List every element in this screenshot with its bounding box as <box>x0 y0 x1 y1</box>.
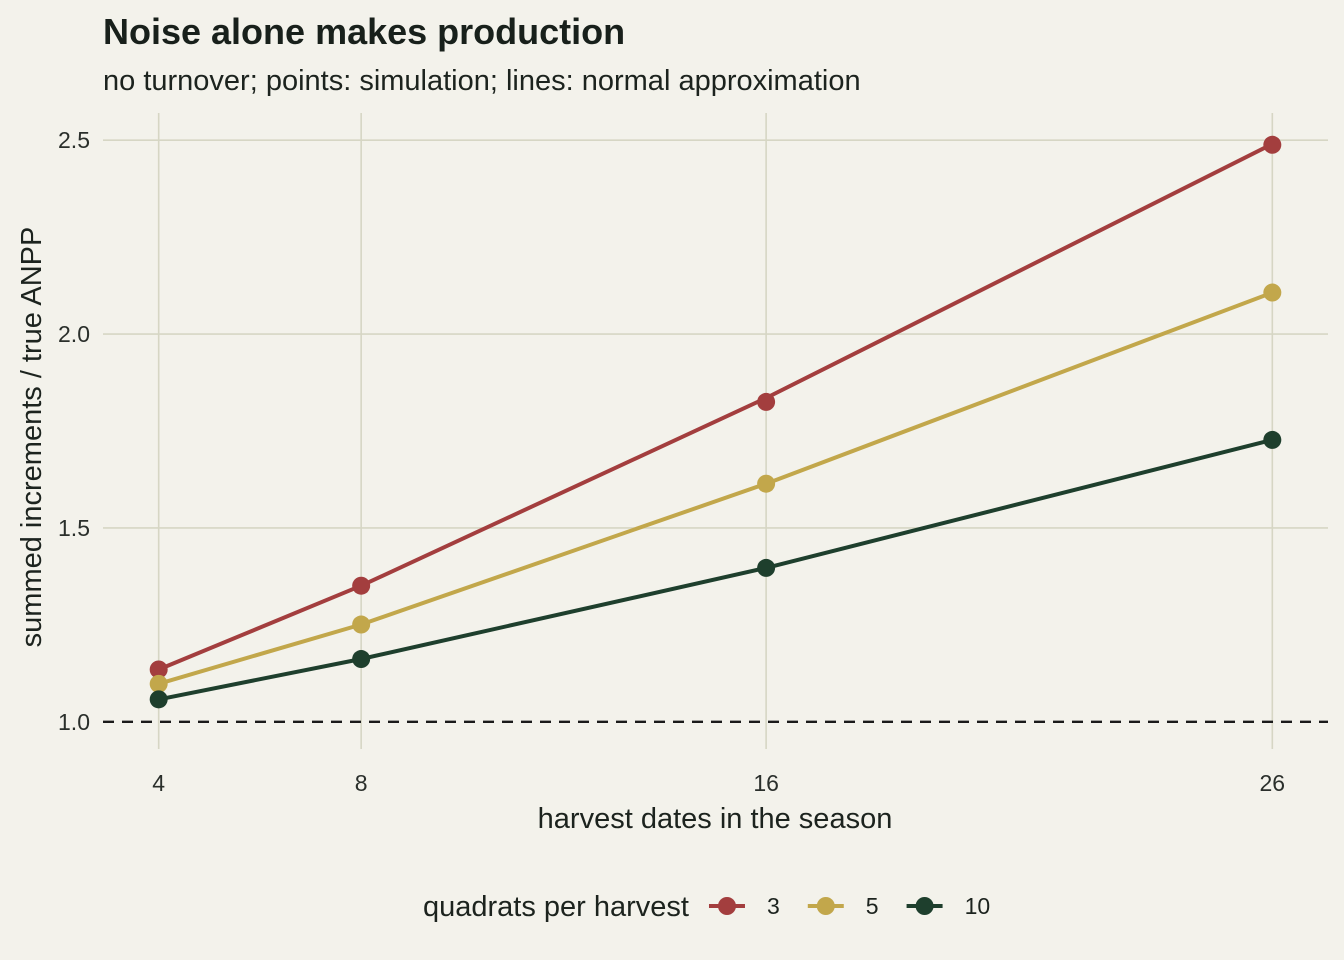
plot-grid <box>103 113 1328 749</box>
legend-label: 3 <box>767 893 780 919</box>
legend-title: quadrats per harvest <box>423 891 689 923</box>
x-tick-label: 26 <box>1260 770 1286 796</box>
legend-items: 3 5 10 <box>708 893 991 919</box>
legend-swatch-point <box>717 897 736 915</box>
legend-label: 10 <box>965 893 991 919</box>
legend-swatch-point <box>816 897 835 915</box>
legend-item-3: 3 <box>708 893 780 919</box>
data-point-10 <box>757 558 776 577</box>
legend-item-5: 5 <box>807 893 879 919</box>
data-point-10 <box>352 650 371 669</box>
series-line-3 <box>156 142 1275 672</box>
data-point-5 <box>352 615 371 634</box>
y-axis-title: summed increments / true ANPP <box>16 227 48 648</box>
series-points <box>149 135 1282 709</box>
series-line-5 <box>156 290 1275 686</box>
x-tick-labels: 4 8 16 26 <box>152 770 1285 796</box>
data-point-3 <box>149 660 168 679</box>
data-point-10 <box>149 690 168 709</box>
y-tick-label: 2.0 <box>58 321 90 347</box>
legend-label: 5 <box>866 893 879 919</box>
data-point-10 <box>1263 430 1282 449</box>
data-point-5 <box>757 474 776 493</box>
x-tick-label: 16 <box>753 770 779 796</box>
series-line-10 <box>156 437 1275 702</box>
y-tick-labels: 1.0 2.0 1.5 2.5 <box>58 127 90 735</box>
legend-item-10: 10 <box>906 893 991 919</box>
series-lines <box>156 142 1275 702</box>
x-tick-label: 4 <box>152 770 165 796</box>
legend-swatch-point <box>915 897 934 915</box>
chart-subtitle: no turnover; points: simulation; lines: … <box>103 65 861 97</box>
legend: quadrats per harvest 3 5 10 <box>423 891 990 923</box>
chart-title: Noise alone makes production <box>103 11 625 52</box>
x-tick-label: 8 <box>355 770 368 796</box>
x-axis-title: harvest dates in the season <box>538 803 893 835</box>
data-point-3 <box>352 576 371 595</box>
data-point-5 <box>1263 283 1282 302</box>
y-tick-label: 2.5 <box>58 127 90 153</box>
y-tick-label: 1.0 <box>58 709 90 735</box>
y-tick-label: 1.5 <box>58 515 90 541</box>
data-point-3 <box>1263 135 1282 154</box>
data-point-5 <box>149 674 168 693</box>
data-point-3 <box>757 392 776 411</box>
